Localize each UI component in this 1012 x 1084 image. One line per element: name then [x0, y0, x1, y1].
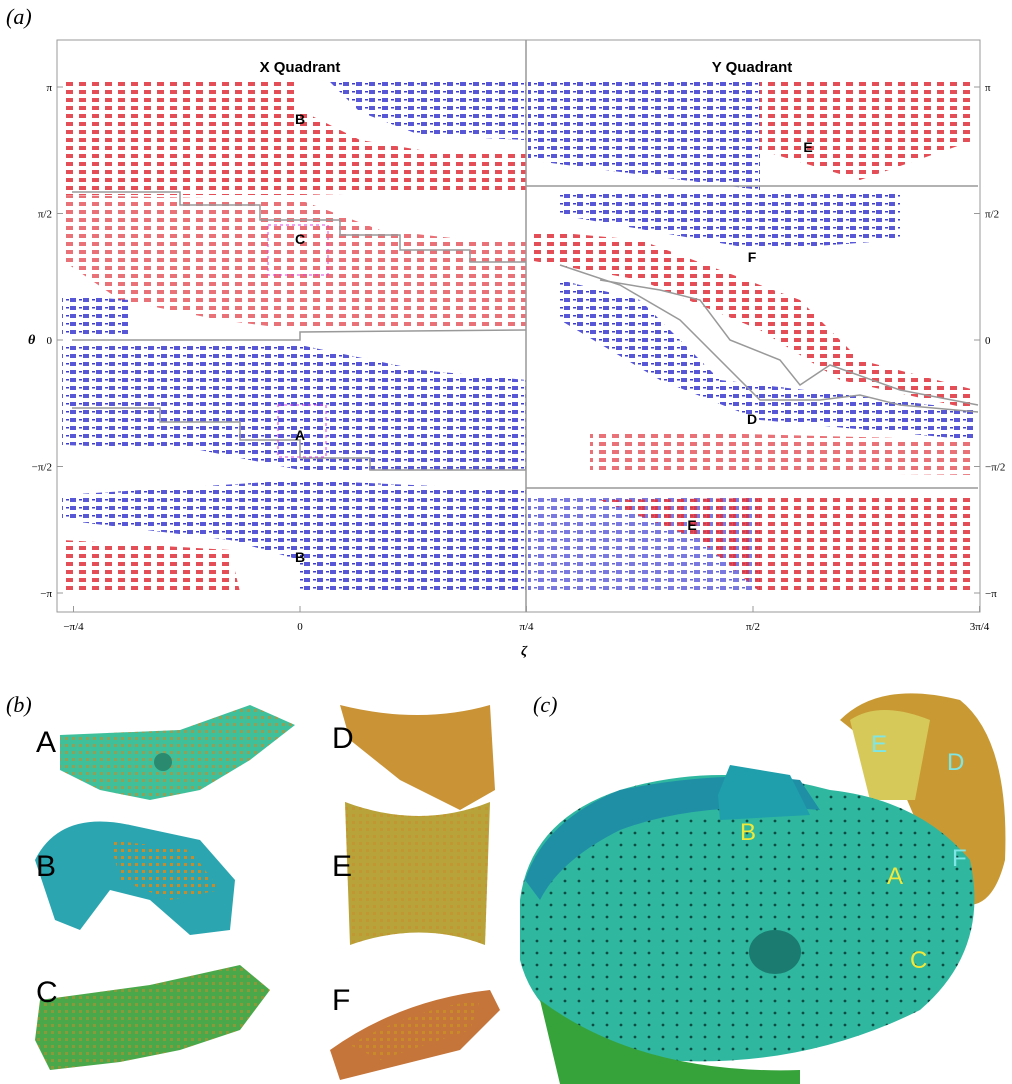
part-label: E: [871, 731, 887, 758]
part-label: E: [332, 850, 352, 883]
y-tick-label: −π: [985, 588, 997, 600]
port-hole: [749, 930, 801, 974]
part-label: D: [947, 749, 964, 776]
x-axis-label: ζ: [521, 644, 528, 659]
region-label: A: [295, 427, 305, 443]
part-label: B: [36, 850, 56, 883]
assembly-image: [520, 693, 1005, 1084]
panel-label: (a): [6, 4, 32, 29]
port-b: [718, 765, 810, 820]
region-label: E: [803, 139, 812, 155]
y-tick-label: −π: [40, 588, 52, 600]
part-label: C: [910, 947, 927, 974]
part-label: A: [887, 863, 903, 890]
y-tick-label: 0: [985, 335, 991, 347]
field-red: [590, 430, 975, 475]
y-tick-label: −π/2: [32, 462, 52, 474]
region-label: D: [747, 411, 757, 427]
boundary: [72, 330, 526, 340]
y-tick-label: 0: [47, 335, 53, 347]
number-field: [62, 80, 975, 592]
field-blue: [330, 82, 526, 140]
field-red: [62, 195, 526, 330]
part-label: B: [740, 819, 756, 846]
part-images: [35, 705, 500, 1080]
part-e-texture: [345, 802, 490, 945]
y-tick-label: π/2: [985, 209, 999, 221]
region-label: E: [687, 517, 696, 533]
y-tick-label: −π/2: [985, 462, 1005, 474]
field-blue: [62, 295, 130, 335]
part-a-texture: [60, 705, 295, 800]
part-label: F: [952, 845, 967, 872]
hole: [154, 753, 172, 771]
panel-label: (c): [533, 692, 557, 717]
part-label: F: [332, 984, 350, 1017]
x-tick-label: π/4: [519, 621, 534, 633]
quadrant-title: X Quadrant: [260, 59, 341, 76]
quadrant-title: Y Quadrant: [712, 59, 793, 76]
figure: (a) X Quadrant Y Quadrant θ ζ (b): [0, 0, 1012, 1084]
field-red: [760, 80, 975, 180]
region-label: F: [748, 249, 757, 265]
region-label: B: [295, 111, 305, 127]
y-axis-label: θ: [28, 333, 36, 348]
x-tick-label: 0: [297, 621, 303, 633]
part-d: [340, 705, 495, 810]
y-tick-label: π: [985, 82, 991, 94]
field-red: [62, 540, 240, 592]
part-label: C: [36, 976, 58, 1009]
region-label: C: [295, 231, 305, 247]
y-tick-label: π: [46, 82, 52, 94]
part-label: A: [36, 726, 56, 759]
part-label: D: [332, 722, 354, 755]
part-c-texture: [35, 965, 270, 1070]
panel-label: (b): [6, 692, 32, 717]
y-tick-label: π/2: [38, 209, 52, 221]
x-tick-label: −π/4: [63, 621, 84, 633]
x-tick-label: π/2: [746, 621, 760, 633]
region-label: B: [295, 549, 305, 565]
x-tick-label: 3π/4: [970, 621, 990, 633]
field-blue: [528, 80, 760, 190]
